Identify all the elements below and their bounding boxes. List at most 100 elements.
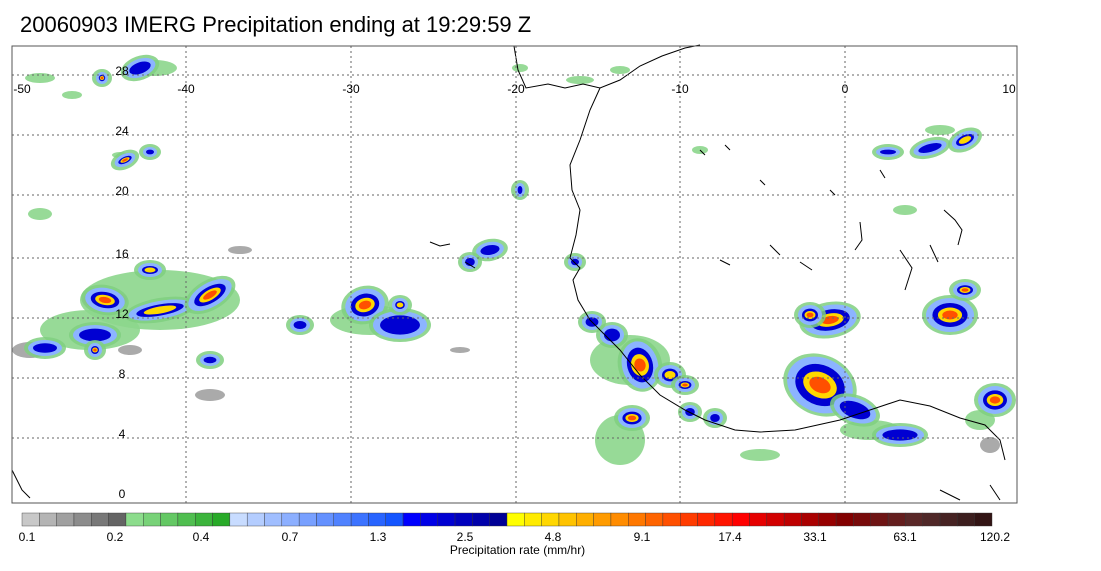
lon-tick-label: -30 — [342, 82, 360, 96]
colorbar-swatch — [143, 512, 161, 527]
lon-tick-label: -50 — [13, 82, 31, 96]
rain-cell — [909, 136, 951, 160]
trace-rain — [228, 246, 252, 254]
colorbar-swatch — [524, 512, 542, 527]
lon-tick-label: -40 — [177, 82, 195, 96]
rain-cell — [794, 302, 826, 328]
rain-cell — [458, 252, 482, 272]
colorbar-swatch — [264, 512, 283, 527]
rain-cell — [92, 69, 112, 87]
colorbar-swatch — [212, 512, 231, 527]
colorbar-swatch — [21, 512, 40, 527]
rain-cell — [69, 322, 121, 348]
colorbar-swatch — [506, 512, 525, 527]
rain-cell — [472, 238, 508, 262]
rain-cell — [614, 405, 650, 431]
rain-cell — [139, 144, 161, 160]
light-rain — [566, 76, 594, 84]
light-rain — [62, 91, 82, 99]
graticule — [12, 46, 1017, 503]
colorbar-swatch — [870, 512, 889, 527]
rain-cell — [341, 285, 389, 325]
colorbar-label: 120.2 — [979, 530, 1011, 544]
light-rain — [28, 208, 52, 220]
rain-cell — [949, 279, 981, 301]
lat-tick-label: 28 — [115, 64, 129, 78]
colorbar-swatch — [125, 512, 144, 527]
longitude-labels: -50 -40 -30 -20 -10 0 10 — [13, 82, 1016, 96]
lat-tick-label: 12 — [115, 307, 129, 321]
colorbar-swatch — [316, 512, 334, 527]
rain-cell — [671, 375, 699, 395]
lon-tick-label: -10 — [671, 82, 689, 96]
colorbar-swatch — [645, 512, 664, 527]
colorbar-swatch — [420, 512, 438, 527]
colorbar-label: 2.5 — [456, 530, 474, 544]
rain-cell — [830, 393, 880, 427]
colorbar-swatch — [610, 512, 629, 527]
colorbar-swatch — [593, 512, 612, 527]
colorbar-swatch — [974, 512, 993, 527]
rain-cell — [922, 295, 978, 335]
rain-cell — [596, 322, 628, 348]
trace-rain — [450, 347, 470, 353]
light-rain — [512, 64, 528, 72]
trace-rain — [980, 437, 1000, 453]
colorbar-swatch — [853, 512, 871, 527]
map-title: 20060903 IMERG Precipitation ending at 1… — [20, 12, 532, 37]
lat-tick-label: 8 — [119, 367, 126, 381]
colorbar-swatch — [783, 512, 802, 527]
colorbar-label: 0.7 — [281, 530, 299, 544]
rain-cell — [110, 149, 140, 171]
colorbar-swatch — [160, 512, 179, 527]
colorbar-swatch — [697, 512, 716, 527]
colorbar-swatch — [558, 512, 577, 527]
lon-tick-label: 10 — [1002, 82, 1016, 96]
lat-tick-label: 0 — [119, 487, 126, 501]
map-frame — [11, 45, 1018, 504]
colorbar-label: 0.2 — [106, 530, 124, 544]
colorbar-label: 33.1 — [803, 530, 827, 544]
colorbar-title: Precipitation rate (mm/hr) — [449, 543, 586, 557]
colorbar-swatch — [766, 512, 785, 527]
colorbar — [21, 512, 993, 527]
colorbar-swatch — [887, 512, 906, 527]
colorbar-swatch — [680, 512, 698, 527]
colorbar-swatch — [177, 512, 196, 527]
colorbar-swatch — [662, 512, 681, 527]
colorbar-swatch — [108, 512, 127, 527]
rain-cell — [564, 253, 586, 271]
latitude-labels: 28 24 20 16 12 8 4 0 — [115, 64, 129, 501]
colorbar-swatch — [731, 512, 750, 527]
colorbar-swatch — [73, 512, 92, 527]
precipitation-layer — [12, 54, 1016, 465]
colorbar-swatch — [489, 512, 508, 527]
lat-tick-label: 16 — [115, 247, 129, 261]
colorbar-label: 4.8 — [544, 530, 562, 544]
colorbar-swatch — [939, 512, 958, 527]
lon-tick-label: -20 — [507, 82, 525, 96]
colorbar-swatch — [454, 512, 473, 527]
rain-cell — [196, 351, 224, 369]
colorbar-swatch — [56, 512, 75, 527]
colorbar-swatch — [229, 512, 248, 527]
colorbar-swatch — [402, 512, 421, 527]
colorbar-swatch — [835, 512, 854, 527]
lat-tick-label: 4 — [119, 427, 126, 441]
trace-rain — [195, 389, 225, 401]
rain-cell — [134, 260, 166, 280]
rain-cell — [286, 315, 314, 335]
colorbar-label: 0.1 — [18, 530, 36, 544]
trace-rain — [118, 345, 142, 355]
colorbar-swatch — [298, 512, 317, 527]
colorbar-swatch — [281, 512, 300, 527]
colorbar-swatch — [385, 512, 404, 527]
rain-cell — [84, 340, 106, 360]
colorbar-swatch — [818, 512, 837, 527]
colorbar-label: 9.1 — [633, 530, 651, 544]
rain-cell — [124, 296, 196, 324]
colorbar-swatch — [905, 512, 923, 527]
colorbar-swatch — [541, 512, 560, 527]
colorbar-swatch — [472, 512, 490, 527]
rain-cell — [388, 295, 412, 315]
